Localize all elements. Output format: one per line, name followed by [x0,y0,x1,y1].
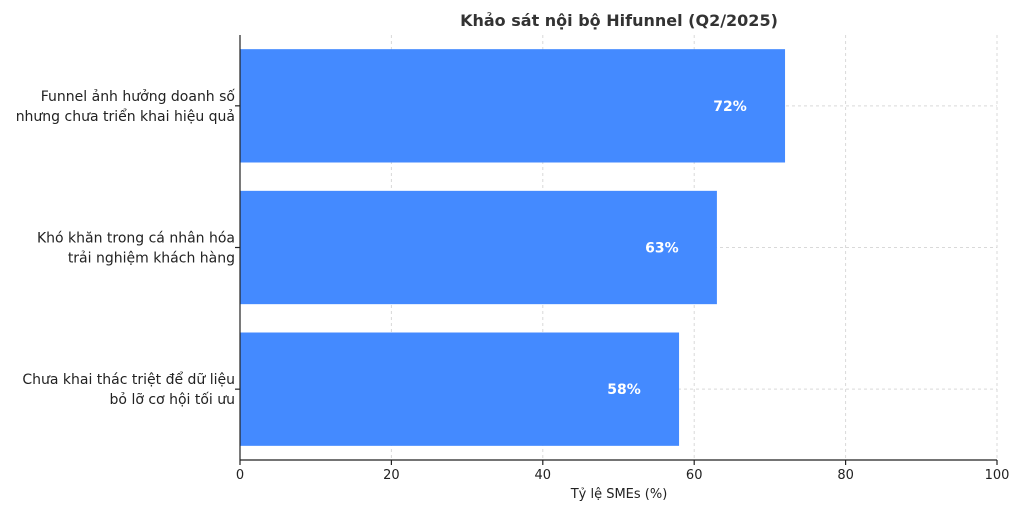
category-label-line: Chưa khai thác triệt để dữ liệu [22,371,235,388]
category-label-line: Funnel ảnh hưởng doanh số [41,88,236,105]
x-axis-title: Tỷ lệ SMEs (%) [570,487,668,502]
category-label: Khó khăn trong cá nhân hóa trải nghiệm kh… [37,231,235,267]
x-tick-label: 20 [383,468,400,483]
bar [240,49,786,163]
category-label-line: Khó khăn trong cá nhân hóa [37,231,235,247]
bar [240,190,717,305]
data-label: 58% [607,382,641,398]
category-label-line: bỏ lỡ cơ hội tối ưu [110,391,235,408]
chart-title: Khảo sát nội bộ Hifunnel (Q2/2025) [460,11,778,30]
x-tick-label: 60 [686,468,703,483]
x-tick-label: 40 [535,468,552,483]
category-label: Funnel ảnh hưởng doanh số nhưng chưa triể… [16,88,236,125]
data-label: 72% [713,99,747,115]
data-label: 63% [645,241,679,257]
category-label-line: nhưng chưa triển khai hiệu quả [16,108,235,125]
category-label: Chưa khai thác triệt để dữ liệu bỏ lỡ cơ … [22,371,235,408]
category-label-line: trải nghiệm khách hàng [68,251,235,267]
axes: 0 20 40 60 80 100 Funnel ảnh hưởng doanh số như… [16,35,1010,483]
x-tick-label: 100 [985,468,1010,483]
x-tick-label: 80 [837,468,854,483]
bars: 72% 63% 58% [240,49,786,446]
bar [240,332,680,446]
x-tick-label: 0 [236,468,244,483]
